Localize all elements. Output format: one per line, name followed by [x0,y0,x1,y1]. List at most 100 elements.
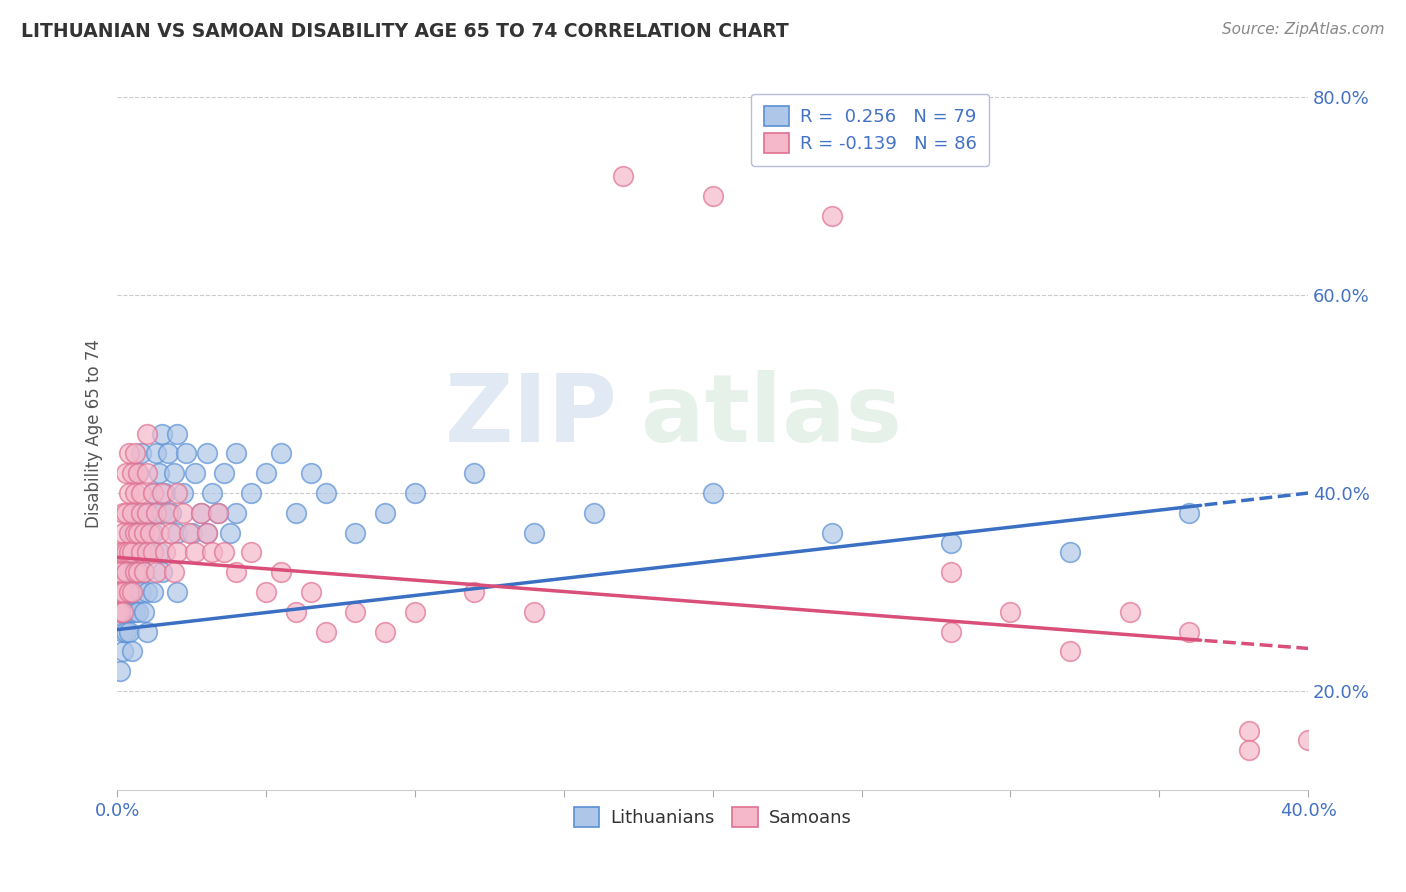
Point [145,506,167,520]
Point [148,525,170,540]
Point [159,506,181,520]
Point [129,545,152,559]
Legend: Lithuanians, Samoans: Lithuanians, Samoans [567,800,859,834]
Point [166,585,188,599]
Point [254,467,277,481]
Point [136,467,159,481]
Point [284,506,307,520]
Point [136,506,159,520]
Point [166,486,188,500]
Point [195,525,218,540]
Point [374,624,396,639]
Point [115,565,138,579]
Point [153,545,176,559]
Point [225,446,247,460]
Point [299,585,322,599]
Point [225,506,247,520]
Point [315,624,337,639]
Point [159,525,181,540]
Point [201,486,224,500]
Point [702,189,724,203]
Point [115,624,138,639]
Point [136,545,159,559]
Point [124,486,146,500]
Point [523,525,546,540]
Point [115,467,138,481]
Point [582,506,605,520]
Point [463,467,485,481]
Point [127,467,149,481]
Point [108,605,131,619]
Point [344,605,367,619]
Point [136,545,159,559]
Point [190,506,212,520]
Point [1059,644,1081,658]
Point [166,545,188,559]
Point [127,605,149,619]
Point [132,605,155,619]
Point [163,467,186,481]
Point [112,545,135,559]
Point [115,565,138,579]
Point [124,565,146,579]
Point [124,605,146,619]
Point [270,565,292,579]
Point [166,426,188,441]
Point [108,565,131,579]
Text: ZIP: ZIP [444,370,617,462]
Point [118,446,141,460]
Point [404,605,426,619]
Point [166,525,188,540]
Point [132,525,155,540]
Point [121,467,143,481]
Point [612,169,634,184]
Point [142,525,165,540]
Text: LITHUANIAN VS SAMOAN DISABILITY AGE 65 TO 74 CORRELATION CHART: LITHUANIAN VS SAMOAN DISABILITY AGE 65 T… [21,22,789,41]
Point [115,585,138,599]
Point [121,565,143,579]
Point [163,565,186,579]
Point [124,506,146,520]
Point [118,585,141,599]
Point [105,605,128,619]
Point [118,545,141,559]
Point [124,565,146,579]
Point [214,467,236,481]
Point [284,605,307,619]
Point [132,565,155,579]
Point [105,565,128,579]
Point [240,486,263,500]
Point [108,585,131,599]
Point [270,446,292,460]
Point [118,605,141,619]
Point [1178,624,1201,639]
Point [127,565,149,579]
Point [177,525,200,540]
Point [150,426,173,441]
Point [118,525,141,540]
Point [127,565,149,579]
Point [121,525,143,540]
Point [129,486,152,500]
Point [1000,605,1022,619]
Point [702,486,724,500]
Point [121,585,143,599]
Point [1237,723,1260,738]
Point [344,525,367,540]
Point [118,585,141,599]
Point [214,545,236,559]
Point [1178,506,1201,520]
Point [153,486,176,500]
Point [172,506,194,520]
Point [136,426,159,441]
Point [115,545,138,559]
Point [148,545,170,559]
Point [105,585,128,599]
Point [112,506,135,520]
Point [821,525,844,540]
Point [523,605,546,619]
Point [108,545,131,559]
Point [299,467,322,481]
Point [124,525,146,540]
Point [115,506,138,520]
